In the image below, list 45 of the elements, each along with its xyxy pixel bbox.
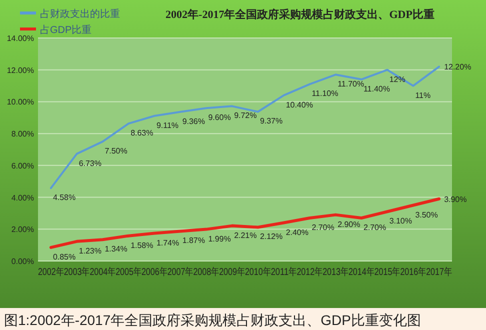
data-label: 3.90%: [444, 194, 467, 204]
data-label: 9.37%: [260, 116, 283, 126]
data-label: 11.10%: [312, 89, 338, 98]
x-tick-label: 2017年: [426, 266, 458, 278]
data-label: 10.40%: [286, 100, 313, 110]
y-tick-label: 14.00%: [6, 34, 34, 43]
y-tick-label: 10.00%: [6, 98, 34, 107]
caption: 图1:2002年-2017年全国政府采购规模占财政支出、GDP比重变化图: [4, 312, 421, 328]
data-label: 12.20%: [444, 62, 472, 72]
legend-label: 占GDP比重: [40, 24, 92, 36]
data-label: 1.74%: [156, 238, 180, 248]
data-label: 1.58%: [130, 240, 154, 250]
data-label: 1.34%: [104, 244, 128, 254]
data-label: 3.50%: [415, 210, 438, 220]
data-label: 3.10%: [389, 216, 412, 226]
data-label: 12%: [389, 74, 406, 84]
data-label: 11.70%: [338, 80, 364, 89]
data-label: 1.87%: [182, 236, 205, 246]
data-label: 9.60%: [208, 113, 231, 122]
legend-label: 占财政支出的比重: [40, 8, 120, 20]
data-label: 2.90%: [338, 220, 360, 229]
y-tick-label: 0.00%: [11, 257, 34, 266]
data-label: 11.40%: [363, 84, 390, 94]
data-label: 8.63%: [130, 128, 154, 138]
y-tick-label: 8.00%: [11, 130, 34, 139]
data-label: 2.70%: [312, 222, 334, 232]
data-label: 2.70%: [363, 222, 386, 232]
y-tick-label: 6.00%: [11, 161, 34, 170]
data-label: 7.50%: [104, 146, 128, 156]
data-label: 11%: [415, 90, 431, 100]
chart-title: 2002年-2017年全国政府采购规模占财政支出、GDP比重: [166, 8, 434, 21]
y-tick-label: 2.00%: [11, 225, 34, 234]
data-label: 2.12%: [260, 232, 283, 242]
y-tick-label: 4.00%: [11, 193, 34, 202]
data-label: 6.73%: [78, 158, 102, 168]
data-label: 1.99%: [208, 234, 231, 244]
data-label: 9.11%: [156, 120, 179, 130]
data-label: 0.85%: [52, 252, 76, 262]
data-label: 2.40%: [286, 228, 308, 237]
data-label: 4.58%: [52, 193, 76, 202]
data-label: 2.21%: [234, 230, 257, 240]
data-label: 1.23%: [78, 246, 102, 256]
y-tick-label: 12.00%: [6, 66, 34, 75]
data-label: 9.36%: [182, 116, 205, 126]
data-label: 9.72%: [234, 111, 257, 120]
